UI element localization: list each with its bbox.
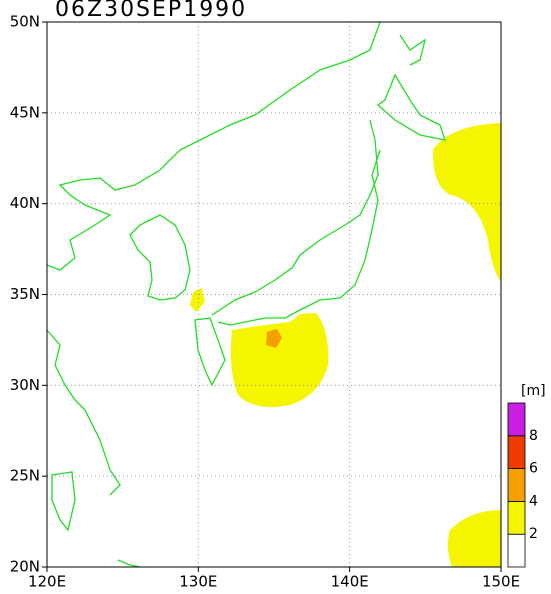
grid [47, 22, 501, 567]
axes: 120E 130E 140E 150E 20N 25N 30N 35N 40N 45N 50N [10, 13, 520, 591]
map-title: 06Z30SEP1990 [55, 0, 247, 22]
coastline [194, 317, 226, 387]
colorbar-unit: [m] [521, 383, 546, 399]
colorbar-box [507, 500, 526, 535]
y-tick-label: 25N [10, 467, 40, 485]
wave-area [447, 510, 501, 567]
coastline [129, 214, 191, 301]
x-tick-label: 130E [179, 573, 217, 591]
coastline [117, 559, 141, 568]
colorbar-label: 8 [529, 428, 538, 444]
colorbar-box [507, 435, 526, 469]
wave-area [190, 288, 205, 312]
wave-area [266, 329, 282, 348]
colorbar-label: 2 [529, 526, 538, 542]
coastline [376, 73, 446, 141]
coastline [399, 34, 427, 66]
x-tick-label: 120E [28, 573, 66, 591]
wave-areas [190, 123, 501, 567]
y-tick-label: 35N [10, 285, 40, 303]
colorbar-label: 6 [529, 461, 538, 477]
x-tick-label: 150E [482, 573, 520, 591]
coastlines [46, 21, 446, 568]
coastline [211, 119, 381, 326]
colorbar-box [507, 533, 526, 568]
y-tick-label: 20N [10, 558, 40, 576]
y-tick-label: 40N [10, 194, 40, 212]
x-tick-label: 140E [331, 573, 369, 591]
colorbar: 2 4 6 8 [m] [507, 383, 546, 568]
colorbar-box [507, 402, 526, 437]
coastline [51, 471, 76, 532]
coastline [46, 21, 381, 271]
colorbar-box [507, 468, 526, 502]
wave-area [432, 123, 501, 282]
y-tick-label: 45N [10, 103, 40, 121]
wave-area [230, 313, 329, 408]
colorbar-label: 4 [529, 493, 538, 509]
coastline [46, 329, 121, 496]
y-tick-label: 50N [10, 13, 40, 31]
y-tick-label: 30N [10, 376, 40, 394]
